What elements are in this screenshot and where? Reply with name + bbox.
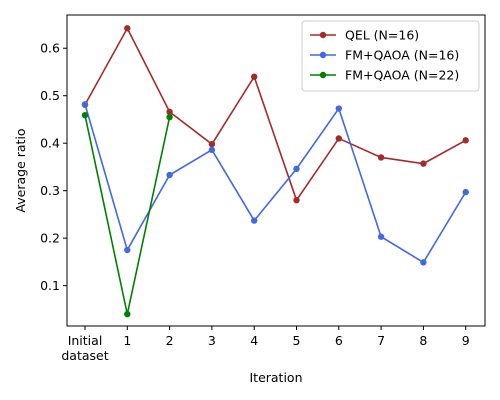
data-point [420,160,427,167]
data-point [293,196,300,204]
data-point [124,246,131,254]
legend-entry: FM+QAOA (N=22) [310,68,459,83]
plot-area [66,14,486,327]
legend: QEL (N=16) FM+QAOA (N=16) FM+QAOA (N=22) [301,20,480,92]
y-tick-label: 0.2 [40,231,60,246]
data-point [462,188,469,196]
data-point [124,25,131,32]
x-axis: Initial dataset 1 2 3 4 5 6 7 8 9 [61,326,470,363]
x-tick-label: 9 [462,333,470,348]
x-tick-label: Initial dataset [61,333,108,363]
legend-frame [301,20,480,92]
y-axis-label: Average ratio [13,128,28,212]
series-line [84,115,171,315]
y-tick-label: 0.3 [40,183,60,198]
data-point [166,113,173,121]
y-axis: 0.1 0.2 0.3 0.4 0.5 0.6 [40,41,67,293]
x-tick-label: 1 [123,333,131,348]
data-point [81,111,89,119]
x-tick-label: 7 [377,333,385,348]
y-tick-label: 0.1 [40,278,60,293]
data-point [124,310,131,318]
plot-frame [66,14,486,327]
x-tick-label: 5 [293,333,301,348]
data-point [293,165,300,173]
data-point [208,140,216,148]
data-point [420,259,427,266]
data-point [377,154,385,161]
data-point [377,233,385,240]
legend-label: QEL (N=16) [345,28,419,43]
x-tick-label: 6 [335,333,343,348]
data-point [251,217,258,224]
series-1 [81,25,469,204]
series-line [84,104,467,264]
x-tick-label: 2 [166,333,174,348]
legend-label: FM+QAOA (N=22) [345,68,459,83]
data-point [335,135,342,142]
series-layer [81,25,469,318]
data-point [462,137,469,144]
series-3 [81,111,173,318]
legend-marker [319,71,327,79]
legend-marker [319,31,327,39]
x-tick-label: 8 [419,333,427,348]
data-point [166,108,173,116]
legend-entry: FM+QAOA (N=16) [310,48,459,63]
data-point [81,101,89,108]
series-line [84,26,467,202]
data-point [208,146,216,154]
legend-label: FM+QAOA (N=16) [345,48,459,63]
data-point [166,171,173,179]
y-tick-label: 0.6 [40,41,60,56]
y-tick-label: 0.4 [40,136,60,151]
data-point [251,73,258,80]
legend-entry: QEL (N=16) [310,28,419,43]
data-point [335,105,342,112]
x-tick-label: 3 [208,333,216,348]
x-tick-label: 4 [250,333,258,348]
legend-marker [319,51,327,59]
y-tick-label: 0.5 [40,88,60,103]
series-2 [81,101,469,266]
x-axis-label: Iteration [249,370,302,385]
